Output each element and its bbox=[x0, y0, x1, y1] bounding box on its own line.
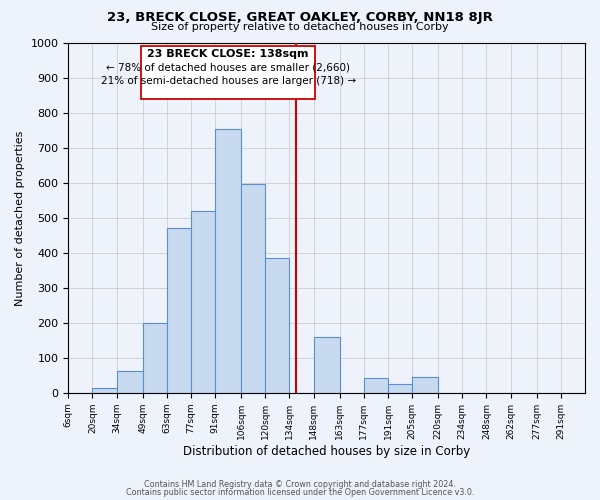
Bar bbox=[364, 378, 388, 393]
Text: ← 78% of detached houses are smaller (2,660): ← 78% of detached houses are smaller (2,… bbox=[106, 62, 350, 72]
FancyBboxPatch shape bbox=[141, 46, 316, 99]
Bar bbox=[191, 211, 215, 393]
Text: 23 BRECK CLOSE: 138sqm: 23 BRECK CLOSE: 138sqm bbox=[148, 50, 309, 59]
Bar bbox=[92, 388, 116, 393]
Bar bbox=[241, 184, 265, 393]
Bar bbox=[215, 128, 241, 393]
Text: Size of property relative to detached houses in Corby: Size of property relative to detached ho… bbox=[151, 22, 449, 32]
Y-axis label: Number of detached properties: Number of detached properties bbox=[15, 130, 25, 306]
Bar bbox=[388, 384, 412, 393]
X-axis label: Distribution of detached houses by size in Corby: Distribution of detached houses by size … bbox=[183, 444, 470, 458]
Bar bbox=[412, 377, 438, 393]
Bar bbox=[116, 371, 143, 393]
Text: Contains HM Land Registry data © Crown copyright and database right 2024.: Contains HM Land Registry data © Crown c… bbox=[144, 480, 456, 489]
Text: 23, BRECK CLOSE, GREAT OAKLEY, CORBY, NN18 8JR: 23, BRECK CLOSE, GREAT OAKLEY, CORBY, NN… bbox=[107, 11, 493, 24]
Bar bbox=[265, 258, 289, 393]
Bar bbox=[143, 323, 167, 393]
Bar bbox=[167, 228, 191, 393]
Text: 21% of semi-detached houses are larger (718) →: 21% of semi-detached houses are larger (… bbox=[101, 76, 356, 86]
Bar bbox=[314, 337, 340, 393]
Text: Contains public sector information licensed under the Open Government Licence v3: Contains public sector information licen… bbox=[126, 488, 474, 497]
